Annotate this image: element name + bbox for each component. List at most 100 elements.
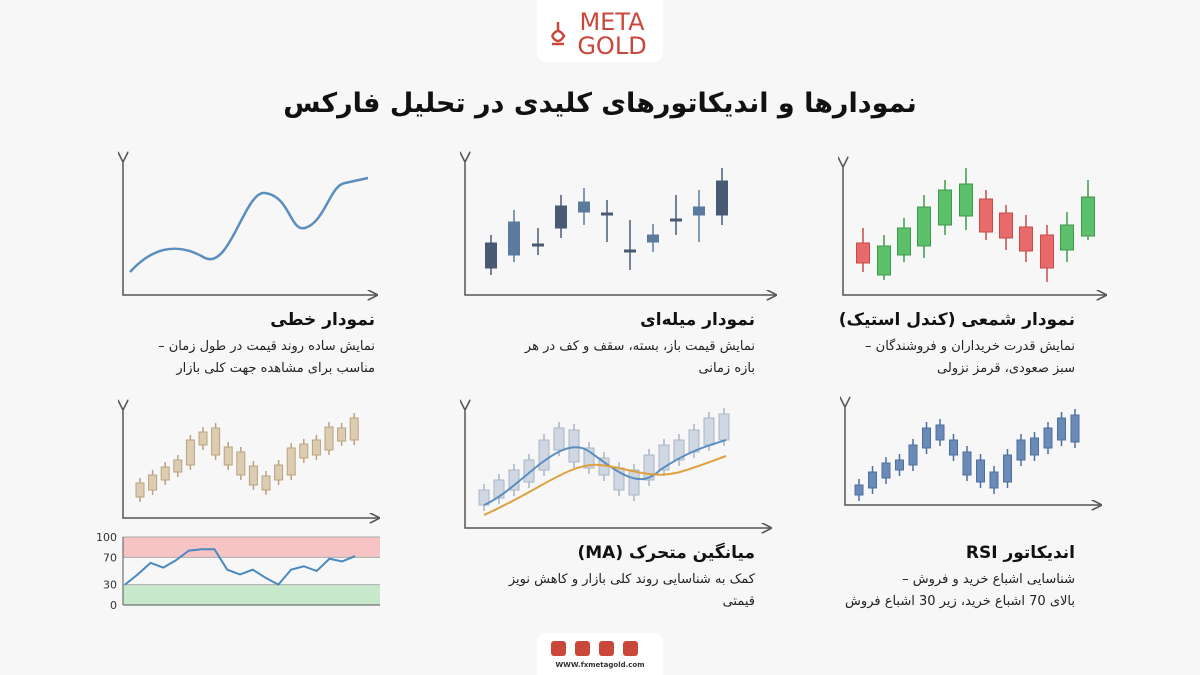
candle [508, 221, 520, 256]
axis [845, 405, 1100, 505]
y-tick-label: 100 [96, 531, 117, 544]
axis [465, 160, 775, 295]
candle [716, 180, 728, 216]
candle [976, 459, 985, 483]
ma-slow [483, 455, 727, 516]
candle [673, 439, 685, 461]
candle [938, 189, 952, 226]
logo-line2: GOLD [577, 32, 646, 60]
description-line: نمایش قدرت خریداران و فروشندگان – [865, 339, 1075, 354]
panel-text: نمودار خطی نمایش ساده روند قیمت در طول زم… [55, 310, 375, 380]
candle [349, 417, 359, 441]
candle [223, 446, 233, 466]
candle [211, 427, 221, 456]
description-line: بالای 70 اشباع خرید، زیر 30 اشباع فروش [845, 594, 1075, 609]
candle [1030, 437, 1039, 456]
candle [274, 464, 284, 481]
logo-icon [550, 22, 566, 46]
candle [647, 234, 659, 243]
candle [999, 212, 1013, 239]
candle [643, 454, 655, 481]
candle [881, 462, 891, 479]
axis [843, 165, 1105, 295]
candle [523, 459, 535, 483]
candle [1003, 454, 1012, 483]
candle [854, 484, 864, 496]
panel-heading: نمودار میله‌ای [640, 310, 755, 330]
candle [979, 198, 993, 233]
panel-heading: میانگین متحرک (MA) [577, 543, 755, 563]
description-line: نمایش قیمت باز، بسته، سقف و کف در هر [524, 339, 755, 354]
candle [868, 471, 877, 489]
panel-description: شناسایی اشباع خرید و فروش – بالای 70 اشبا… [755, 569, 1075, 613]
candle [568, 429, 580, 463]
description-line: قیمتی [722, 594, 755, 609]
description-line: کمک به شناسایی روند کلی بازار و کاهش نوی… [508, 572, 755, 587]
candle [493, 479, 505, 499]
candle [658, 444, 670, 471]
description-line: شناسایی اشباع خرید و فروش – [902, 572, 1075, 587]
panel-text: نمودار میله‌ای نمایش قیمت باز، بسته، سقف … [435, 310, 755, 380]
ma-fast [483, 439, 727, 506]
candle [856, 242, 870, 264]
axis [123, 160, 376, 295]
candle [1016, 439, 1026, 461]
panel-text: میانگین متحرک (MA) کمک به شناسایی روند کل… [435, 543, 755, 613]
panel-description: نمایش ساده روند قیمت در طول زمان – مناسب … [55, 336, 375, 380]
panel-heading: اندیکاتور RSI [965, 543, 1075, 563]
candle [908, 444, 918, 466]
line-illustration [129, 176, 369, 273]
candle [135, 482, 145, 498]
candle [555, 205, 567, 229]
axis [123, 408, 378, 518]
candle [1057, 417, 1066, 441]
candle [485, 242, 497, 269]
oversold-zone [123, 584, 380, 605]
candle [286, 447, 296, 476]
candle [670, 218, 682, 222]
candle [311, 439, 321, 456]
candle [628, 469, 640, 496]
candle [989, 471, 999, 489]
description-line: سبز صعودی، قرمز نزولی [937, 361, 1075, 376]
candle [185, 439, 195, 466]
candle [337, 427, 347, 442]
candle [703, 417, 715, 446]
candle [160, 466, 170, 481]
y-tick-label: 70 [103, 551, 117, 564]
title: نمودارها و اندیکاتورهای کلیدی در تحلیل ف… [283, 88, 917, 119]
candle [962, 451, 972, 476]
candle [538, 439, 550, 471]
description-line: مناسب برای مشاهده جهت کلی بازار [176, 361, 375, 376]
panel-description: نمایش قیمت باز، بسته، سقف و کف در هر بازه… [435, 336, 755, 380]
panel-description: نمایش قدرت خریداران و فروشندگان – سبز صعو… [675, 336, 1075, 380]
candle [299, 443, 309, 459]
panel-heading: نمودار شمعی (کندل استیک) [838, 310, 1075, 330]
panel-text: نمودار شمعی (کندل استیک) نمایش قدرت خریدا… [675, 310, 1075, 380]
candle [922, 427, 931, 449]
candle [935, 424, 945, 441]
overbought-zone [123, 537, 380, 558]
candle [261, 475, 271, 491]
candle [1019, 226, 1033, 252]
candle [578, 201, 590, 213]
candle [1040, 234, 1054, 269]
candle [553, 427, 565, 451]
logo-box [537, 0, 663, 62]
candle [624, 249, 636, 253]
candle [173, 459, 183, 473]
panel-description: کمک به شناسایی روند کلی بازار و کاهش نوی… [435, 569, 755, 613]
candle [718, 413, 730, 441]
panel-text: اندیکاتور RSI شناسایی اشباع خرید و فروش –… [755, 543, 1075, 613]
candle [324, 426, 334, 451]
rsi-line [124, 548, 356, 586]
candle [693, 206, 705, 216]
y-tick-label: 0 [110, 599, 117, 612]
candle [248, 465, 258, 486]
candle [236, 451, 246, 476]
social-icons [551, 641, 638, 656]
candle [1060, 224, 1074, 251]
candle [583, 447, 595, 469]
